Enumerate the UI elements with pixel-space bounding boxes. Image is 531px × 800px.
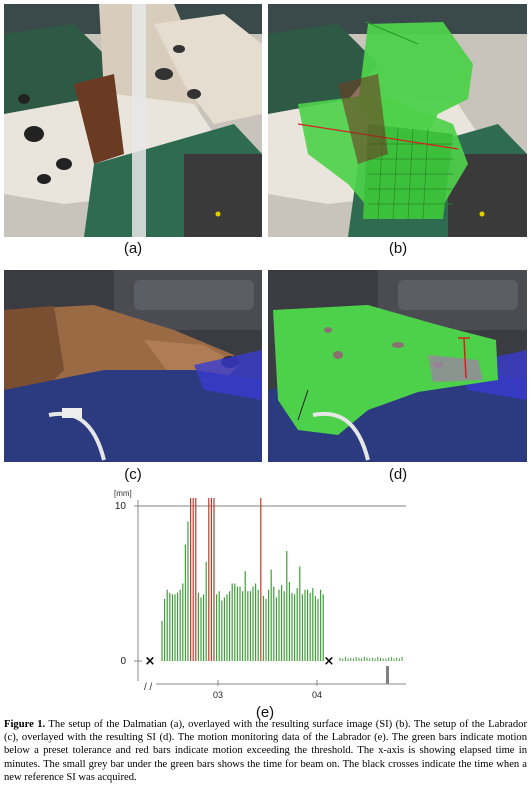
figure-caption: Figure 1. The setup of the Dalmatian (a)…: [4, 718, 527, 784]
x-tick-04: 04: [312, 690, 322, 700]
x-axis-break: / /: [144, 682, 153, 693]
y-tick-10: 10: [115, 501, 127, 512]
y-tick-0: 0: [120, 656, 126, 667]
photo-labrador-setup: [4, 270, 262, 462]
reference-marker-2: ×: [324, 654, 335, 669]
motion-monitoring-chart: [mm] 10 0 03 04 / / × ×: [110, 486, 420, 700]
caption-text: The setup of the Dalmatian (a), overlaye…: [4, 719, 527, 783]
x-tick-03: 03: [213, 690, 223, 700]
reference-marker-1: ×: [145, 654, 156, 669]
y-unit-label: [mm]: [114, 489, 132, 498]
panel-label-c: (c): [124, 466, 142, 483]
caption-lead: Figure 1.: [4, 719, 46, 730]
panel-label-e: (e): [255, 704, 275, 721]
photo-dalmatian-setup: [4, 4, 262, 237]
photo-dalmatian-surface-image: [268, 4, 527, 237]
panel-label-d: (d): [388, 466, 408, 483]
panel-label-a: (a): [123, 240, 143, 257]
photo-labrador-surface-image: [268, 270, 527, 462]
chart-svg: [mm] 10 0 03 04 / / × ×: [114, 489, 406, 700]
panel-label-b: (b): [388, 240, 408, 257]
beam-on-bar: [386, 666, 389, 684]
